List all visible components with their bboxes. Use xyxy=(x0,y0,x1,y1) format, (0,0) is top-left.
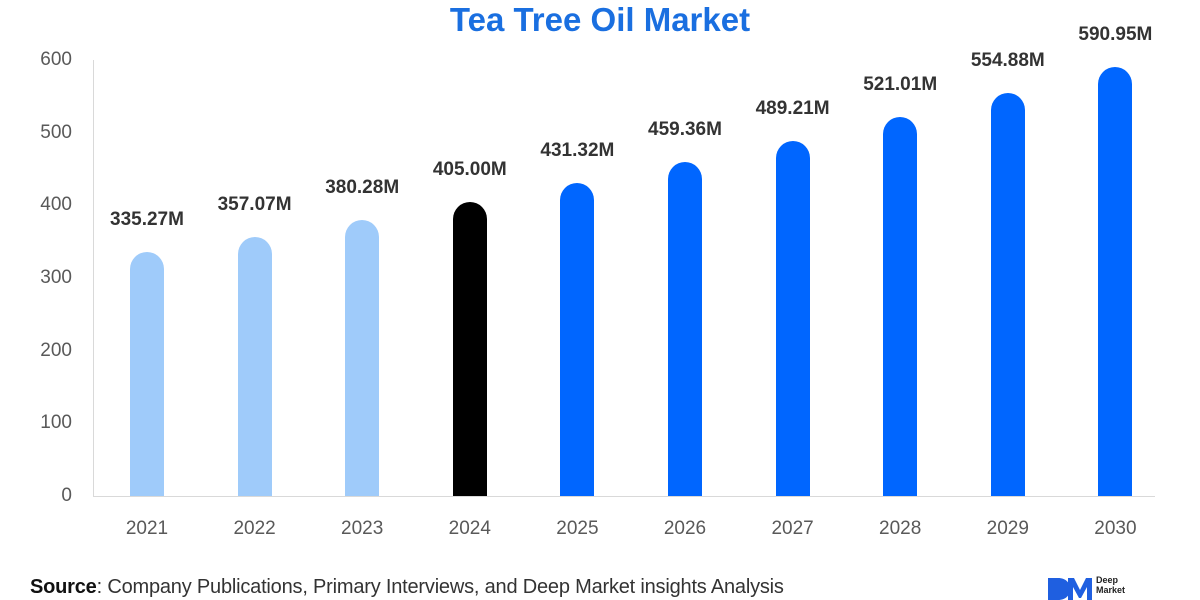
bar-2024 xyxy=(452,201,487,496)
bar-2025 xyxy=(560,182,595,496)
x-tick-label: 2022 xyxy=(233,518,276,539)
data-label: 459.36M xyxy=(648,119,722,141)
x-tick-label: 2024 xyxy=(448,518,491,539)
bar-2028 xyxy=(883,117,918,496)
bar-2027 xyxy=(775,140,810,496)
data-label: 521.01M xyxy=(863,74,938,96)
y-tick-label: 200 xyxy=(40,339,72,361)
bar-2022 xyxy=(237,236,272,496)
x-tick-label: 2026 xyxy=(663,518,707,539)
x-tick-label: 2030 xyxy=(1094,518,1137,539)
data-label: 335.27M xyxy=(110,209,184,231)
y-tick-label: 300 xyxy=(40,267,72,288)
y-tick-label: 600 xyxy=(40,49,72,70)
data-label: 357.07M xyxy=(217,193,292,215)
y-tick-label: 400 xyxy=(40,194,72,216)
bar-2029 xyxy=(990,92,1025,496)
x-tick-label: 2025 xyxy=(556,518,599,539)
logo-text-line2: Market xyxy=(1096,585,1126,595)
x-tick-label: 2021 xyxy=(125,518,169,539)
bar-2026 xyxy=(668,162,702,496)
logo-text-line1: Deep xyxy=(1096,575,1119,585)
dm-logo-icon xyxy=(1048,578,1092,600)
bar-2021 xyxy=(130,252,164,496)
data-label: 431.32M xyxy=(540,139,615,161)
x-tick-label: 2029 xyxy=(986,518,1029,539)
x-axis-line xyxy=(93,496,1155,497)
y-axis-line xyxy=(93,60,94,497)
bar-2023 xyxy=(345,219,380,496)
y-tick-label: 500 xyxy=(40,121,72,143)
source-text: : Company Publications, Primary Intervie… xyxy=(96,576,784,598)
bar-2030 xyxy=(1098,66,1133,496)
chart-title: Tea Tree Oil Market xyxy=(449,1,751,38)
data-label: 380.28M xyxy=(325,176,400,198)
x-tick-label: 2028 xyxy=(879,518,922,539)
x-tick-label: 2023 xyxy=(341,518,384,539)
deep-market-logo: Deep Market xyxy=(1046,574,1125,600)
data-label: 489.21M xyxy=(755,97,830,119)
y-tick-label: 0 xyxy=(61,485,72,506)
bar-chart: 0 100 200 300 400 500 600 335.27M 2021 357.07M 202… xyxy=(40,23,1155,539)
source-note: Source: Company Publications, Primary In… xyxy=(30,576,784,598)
source-label: Source xyxy=(30,576,97,598)
data-label: 405.00M xyxy=(432,158,507,180)
x-tick-label: 2027 xyxy=(771,518,814,539)
data-label: 590.95M xyxy=(1078,23,1153,45)
data-label: 554.88M xyxy=(970,49,1045,71)
y-tick-label: 100 xyxy=(40,412,72,434)
